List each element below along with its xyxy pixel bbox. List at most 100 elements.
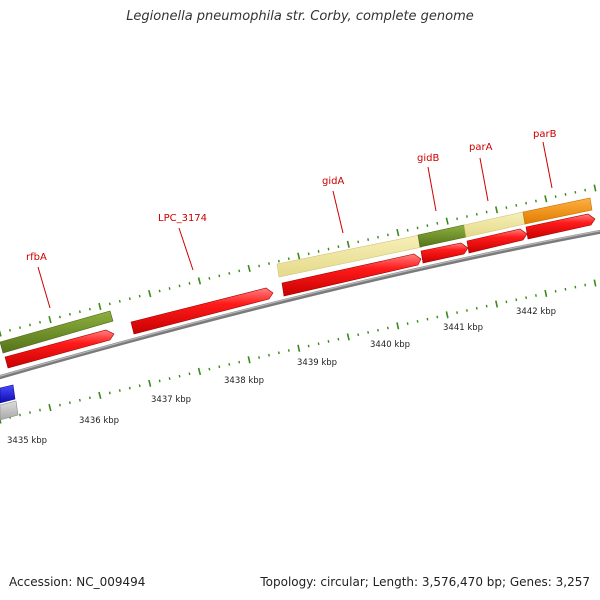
scale-label-3435: 3435 kbp [7,436,47,446]
scale-tick-major [593,279,597,287]
scale-tick-major [396,322,400,330]
scale-tick-minor [228,363,231,366]
scale-tick-minor [39,408,41,412]
forward-strand-tick-minor [287,257,290,261]
forward-strand-tick-minor [58,315,61,319]
gene-label-rfbA[interactable]: rfbA [26,252,47,263]
scale-label-3442: 3442 kbp [516,307,556,317]
genome-backbone [0,229,600,380]
cds-arrow-gidA[interactable] [281,253,422,297]
forward-strand-tick-minor [367,238,370,241]
scale-tick-major [346,333,350,341]
forward-strand-tick-minor [535,199,537,203]
gene-bar-gidA[interactable] [276,234,423,278]
forward-strand-tick-minor [505,206,508,209]
scale-tick-minor [436,315,439,319]
scale-tick-minor [505,300,508,304]
gene-bar-parB[interactable] [522,197,593,225]
forward-strand-tick-minor [138,294,141,298]
forward-strand-tick-major [98,302,102,311]
forward-strand-tick-minor [436,221,439,225]
forward-strand-tick-major [445,217,449,225]
scale-tick-minor [78,398,81,402]
forward-strand-tick-minor [68,312,71,316]
scale-tick-minor [258,356,260,359]
forward-strand-tick-minor [574,190,577,194]
forward-strand-tick-minor [218,274,221,278]
forward-strand-tick-minor [88,307,91,311]
scale-label-3441: 3441 kbp [443,323,483,333]
scale-tick-minor [406,322,409,325]
forward-strand-tick-minor [258,264,261,268]
scale-tick-minor [377,328,379,332]
scale-tick-minor [118,389,121,392]
gene-bar-rfbA[interactable] [0,310,114,354]
forward-strand-tick-minor [317,250,320,253]
gene-bar-partial-grey[interactable] [0,400,19,421]
scale-label-3440: 3440 kbp [370,340,410,350]
scale-label-3439: 3439 kbp [297,358,337,368]
scale-label-3437: 3437 kbp [151,395,191,405]
scale-tick-rail [0,279,597,424]
scale-tick-major [48,404,52,412]
callout-line-gidB [427,166,437,212]
forward-strand-tick-minor [554,195,557,198]
scale-tick-minor [277,351,280,355]
cds-arrow-parB[interactable] [525,213,596,240]
forward-strand-tick-major [197,277,202,285]
map-title: Legionella pneumophila str. Corby, compl… [126,9,474,24]
scale-tick-minor [554,289,557,293]
cds-arrow-rfbA[interactable] [4,329,115,369]
forward-strand-tick-major [346,240,350,248]
genome-backbone-highlight [0,230,600,377]
forward-strand-tick-minor [9,328,11,332]
scale-tick-minor [584,283,587,287]
scale-tick-minor [158,379,161,383]
callout-line-gidA [332,190,344,234]
forward-strand-tick-minor [78,310,81,314]
gene-label-gidB[interactable]: gidB [417,153,439,164]
scale-tick-minor [357,333,360,337]
scale-tick-minor [317,342,320,346]
forward-strand-tick-minor [268,262,270,265]
gene-label-parB[interactable]: parB [533,129,557,140]
forward-strand-tick-minor [584,188,587,192]
forward-strand-tick-minor [208,277,211,280]
scale-label-3438: 3438 kbp [224,376,264,386]
gene-label-LPC_3174[interactable]: LPC_3174 [158,213,207,224]
forward-strand-tick-rail [0,184,597,337]
scale-tick-major [148,379,152,387]
forward-strand-tick-minor [377,235,379,239]
forward-strand-tick-minor [188,282,191,285]
scale-tick-minor [327,340,330,343]
forward-strand-tick-minor [228,272,231,275]
forward-strand-tick-minor [485,210,488,214]
gene-label-gidA[interactable]: gidA [322,176,344,187]
forward-strand-tick-minor [357,240,360,244]
callout-line-rfbA [37,266,51,309]
scale-tick-major [98,391,102,399]
scale-tick-major [247,356,251,364]
scale-tick-major [297,344,301,352]
scale-tick-minor [238,360,241,364]
forward-strand-tick-minor [178,284,181,288]
scale-tick-minor [178,374,181,378]
forward-strand-tick-minor [475,212,478,216]
scale-tick-minor [535,294,537,297]
cds-arrow-LPC_3174[interactable] [130,287,274,335]
forward-strand-tick-major [0,329,2,337]
forward-strand-tick-minor [466,215,468,218]
forward-strand-tick-major [495,206,499,214]
forward-strand-tick-minor [515,203,518,207]
gene-label-parA[interactable]: parA [469,142,493,153]
scale-tick-minor [564,287,567,291]
gene-bar-partial-blue[interactable] [0,384,16,404]
cds-arrow-gidB[interactable] [420,242,469,264]
scale-tick-minor [456,311,458,315]
forward-strand-tick-minor [128,297,131,301]
scale-tick-minor [515,298,518,302]
scale-tick-minor [367,331,370,334]
forward-strand-tick-major [148,289,152,298]
scale-tick-minor [88,396,91,400]
cds-arrow-parA[interactable] [466,228,528,254]
